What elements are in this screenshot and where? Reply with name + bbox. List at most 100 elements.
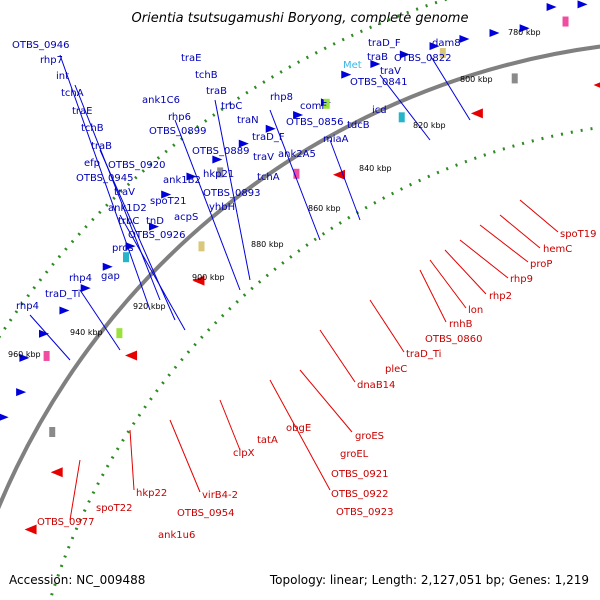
- gene-label: tchA: [257, 172, 280, 183]
- leader-line: [214, 99, 251, 281]
- gene-label: tchA: [61, 88, 84, 99]
- forward-gene-mark: [148, 222, 159, 231]
- gene-label: hkp22: [136, 488, 167, 499]
- reverse-gene-mark: [50, 467, 63, 478]
- feature-block: [116, 328, 123, 339]
- tick-label: 960 kbp: [8, 350, 41, 359]
- gene-label: trbC: [118, 216, 139, 227]
- leader-line: [459, 239, 509, 279]
- accession-label: Accession: NC_009488: [9, 573, 145, 587]
- rna-label: Met: [343, 60, 362, 71]
- gene-label: spoT19: [560, 229, 597, 240]
- feature-block: [123, 252, 130, 263]
- forward-gene-mark: [399, 50, 410, 59]
- gene-label: acpS: [174, 212, 198, 223]
- leader-line: [499, 214, 541, 249]
- leader-line: [479, 224, 529, 263]
- gene-label: dam8: [432, 38, 461, 49]
- feature-block: [43, 350, 50, 361]
- leader-line: [119, 214, 186, 331]
- gene-label: OTBS_0922: [331, 489, 388, 500]
- gene-label: traN: [237, 115, 259, 126]
- gene-label: tchB: [195, 70, 218, 81]
- gene-label: traD_F: [368, 38, 401, 49]
- gene-label: trbC: [221, 101, 242, 112]
- leader-line: [69, 459, 81, 521]
- leader-line: [369, 299, 405, 353]
- leader-line: [129, 429, 135, 491]
- gene-label: groEL: [340, 449, 369, 460]
- forward-gene-mark: [16, 388, 27, 397]
- gene-label: rhp2: [489, 291, 512, 302]
- forward-gene-mark: [212, 155, 223, 164]
- forward-gene-mark: [102, 262, 113, 271]
- gene-label: tnD: [146, 216, 164, 227]
- gene-label: rhp6: [168, 112, 191, 123]
- leader-line: [419, 269, 447, 323]
- genome-summary: Topology: linear; Length: 2,127,051 bp; …: [269, 573, 589, 587]
- gene-label: OTBS_0889: [192, 146, 249, 157]
- leader-lines: [29, 54, 559, 521]
- tick-label: 800 kbp: [460, 75, 493, 84]
- genome-backbone: [0, 44, 600, 510]
- forward-gene-mark: [59, 306, 70, 315]
- gene-label: traB: [206, 86, 227, 97]
- gene-label: tdcB: [347, 120, 370, 131]
- leader-line: [174, 119, 241, 291]
- forward-gene-mark: [186, 172, 197, 181]
- gene-label: clpX: [233, 448, 255, 459]
- feature-block: [511, 73, 518, 84]
- gene-label: spoT22: [96, 503, 133, 514]
- gene-label: efp: [84, 158, 100, 169]
- gene-label: dnaB14: [357, 380, 395, 391]
- feature-block: [562, 16, 569, 27]
- gene-label: rhp9: [510, 274, 533, 285]
- feature-block: [217, 167, 224, 178]
- gene-features: [0, 0, 600, 535]
- gene-label: OTBS_0899: [149, 126, 206, 137]
- gene-label: ank1D2: [108, 203, 147, 214]
- leader-line: [169, 419, 201, 493]
- forward-gene-mark: [489, 29, 500, 38]
- leader-line: [299, 369, 353, 433]
- leader-line: [59, 54, 151, 311]
- gene-label: hemC: [543, 244, 572, 255]
- gene-label: OTBS_0893: [203, 188, 260, 199]
- gene-label: OTBS_0977: [37, 517, 94, 528]
- leader-line: [219, 399, 241, 451]
- reverse-gene-mark: [24, 524, 37, 535]
- gene-label: obgE: [286, 423, 311, 434]
- reverse-gene-labels: spoT19 hemC proP rhp9 rhp2 lon rnhB OTBS…: [37, 229, 597, 541]
- reverse-gene-mark: [125, 350, 138, 361]
- leader-line: [429, 54, 471, 121]
- forward-gene-mark: [577, 0, 588, 9]
- reverse-gene-mark: [593, 82, 600, 88]
- reverse-gene-mark: [470, 108, 483, 119]
- forward-gene-mark: [519, 24, 530, 33]
- gene-label: yhbH: [209, 202, 235, 213]
- gene-label: icd: [372, 105, 387, 116]
- gene-label: OTBS_0860: [425, 334, 482, 345]
- leader-line: [379, 74, 431, 141]
- gene-label: miaA: [323, 134, 349, 145]
- forward-gene-mark: [429, 42, 440, 51]
- forward-gene-mark: [265, 124, 276, 133]
- gene-label: proP: [530, 259, 552, 270]
- gene-label: OTBS_0923: [336, 507, 393, 518]
- gene-label: spoT21: [150, 196, 187, 207]
- gene-label: pleC: [385, 364, 407, 375]
- forward-gene-mark: [0, 413, 9, 421]
- forward-gene-mark: [341, 70, 352, 79]
- leader-line: [444, 249, 487, 295]
- forward-gene-mark: [19, 353, 30, 362]
- gene-label: traD_Ti: [45, 289, 80, 300]
- gene-label: ank2A5: [278, 149, 316, 160]
- gene-label: traB: [367, 52, 388, 63]
- forward-gene-mark: [161, 190, 172, 199]
- feature-block: [323, 98, 330, 109]
- leader-line: [269, 379, 331, 491]
- tick-label: 840 kbp: [359, 164, 392, 173]
- tick-label: 860 kbp: [308, 204, 341, 213]
